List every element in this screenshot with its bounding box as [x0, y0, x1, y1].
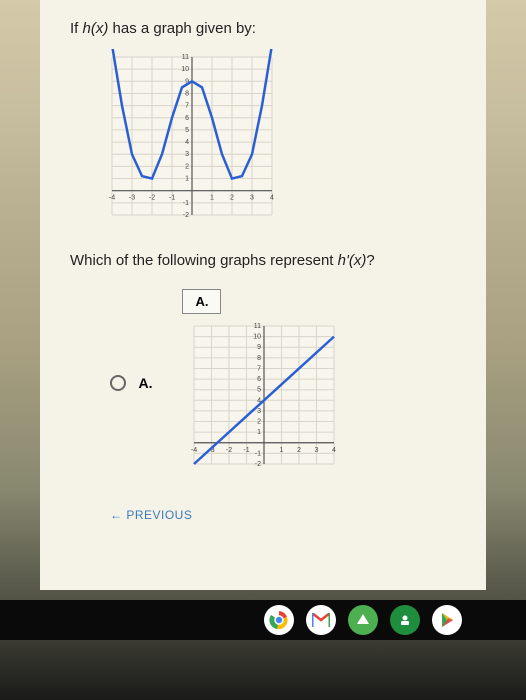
svg-text:-1: -1	[255, 450, 261, 457]
svg-text:1: 1	[210, 195, 214, 202]
svg-text:3: 3	[315, 447, 319, 454]
svg-text:11: 11	[254, 323, 261, 330]
svg-text:4: 4	[333, 447, 337, 454]
chart1-svg: -4-3-2-11234-2-11234567891011	[90, 49, 280, 229]
chart2-svg: -4-3-2-11234-2-11234567891011	[172, 318, 342, 478]
svg-text:2: 2	[185, 163, 189, 170]
svg-text:4: 4	[185, 139, 189, 146]
sq-func: h'(x)	[338, 252, 367, 269]
svg-text:1: 1	[258, 429, 262, 436]
svg-text:8: 8	[258, 355, 262, 362]
svg-text:-4: -4	[109, 195, 115, 202]
svg-text:3: 3	[250, 195, 254, 202]
svg-text:2: 2	[230, 195, 234, 202]
svg-text:11: 11	[182, 54, 189, 61]
option-a-graph-block: A. -4-3-2-11234-2-11234567891011	[172, 289, 342, 478]
svg-text:-2: -2	[183, 212, 189, 219]
option-a-label: A.	[138, 375, 152, 391]
svg-text:9: 9	[258, 344, 262, 351]
svg-text:5: 5	[185, 127, 189, 134]
content-area: If h(x) has a graph given by: -4 -3 -2 -1 1 2…	[40, 0, 486, 590]
svg-text:2: 2	[298, 447, 302, 454]
svg-text:-2: -2	[226, 447, 232, 454]
main-graph: -4-3-2-11234-2-11234567891011	[90, 49, 280, 229]
svg-text:-4: -4	[191, 447, 197, 454]
option-a-box-label: A.	[182, 289, 221, 314]
svg-text:-2: -2	[149, 195, 155, 202]
svg-text:-1: -1	[244, 447, 250, 454]
question-text: If h(x) has a graph given by:	[70, 20, 456, 37]
svg-text:-2: -2	[255, 461, 261, 468]
drive-icon[interactable]	[348, 605, 378, 635]
option-radio-group[interactable]: A.	[110, 375, 152, 393]
sq-prefix: Which of the following graphs represent	[70, 252, 338, 269]
q-func: h(x)	[83, 20, 109, 37]
svg-text:10: 10	[181, 66, 189, 73]
svg-text:8: 8	[185, 90, 189, 97]
svg-text:7: 7	[258, 365, 262, 372]
svg-text:-1: -1	[169, 195, 175, 202]
radio-a[interactable]	[110, 375, 126, 391]
svg-text:1: 1	[280, 447, 284, 454]
svg-text:1: 1	[185, 176, 189, 183]
chrome-icon[interactable]	[264, 605, 294, 635]
svg-text:6: 6	[185, 115, 189, 122]
q-prefix: If	[70, 20, 83, 37]
svg-text:4: 4	[270, 195, 274, 202]
sq-suffix: ?	[366, 252, 374, 269]
svg-text:3: 3	[185, 151, 189, 158]
svg-text:3: 3	[258, 408, 262, 415]
classroom-icon[interactable]	[390, 605, 420, 635]
svg-text:7: 7	[185, 103, 189, 110]
previous-link[interactable]: ← PREVIOUS	[110, 508, 192, 522]
play-icon[interactable]	[432, 605, 462, 635]
svg-text:-3: -3	[129, 195, 135, 202]
svg-text:-1: -1	[183, 200, 189, 207]
svg-text:2: 2	[258, 419, 262, 426]
svg-text:5: 5	[258, 387, 262, 394]
subquestion-text: Which of the following graphs represent …	[70, 252, 456, 269]
taskbar	[0, 600, 526, 640]
option-a-row: A. A. -4-3-2-11234-2-11234567891011	[110, 289, 456, 478]
q-suffix: has a graph given by:	[108, 20, 256, 37]
svg-text:6: 6	[258, 376, 262, 383]
svg-text:10: 10	[254, 334, 262, 341]
gmail-icon[interactable]	[306, 605, 336, 635]
